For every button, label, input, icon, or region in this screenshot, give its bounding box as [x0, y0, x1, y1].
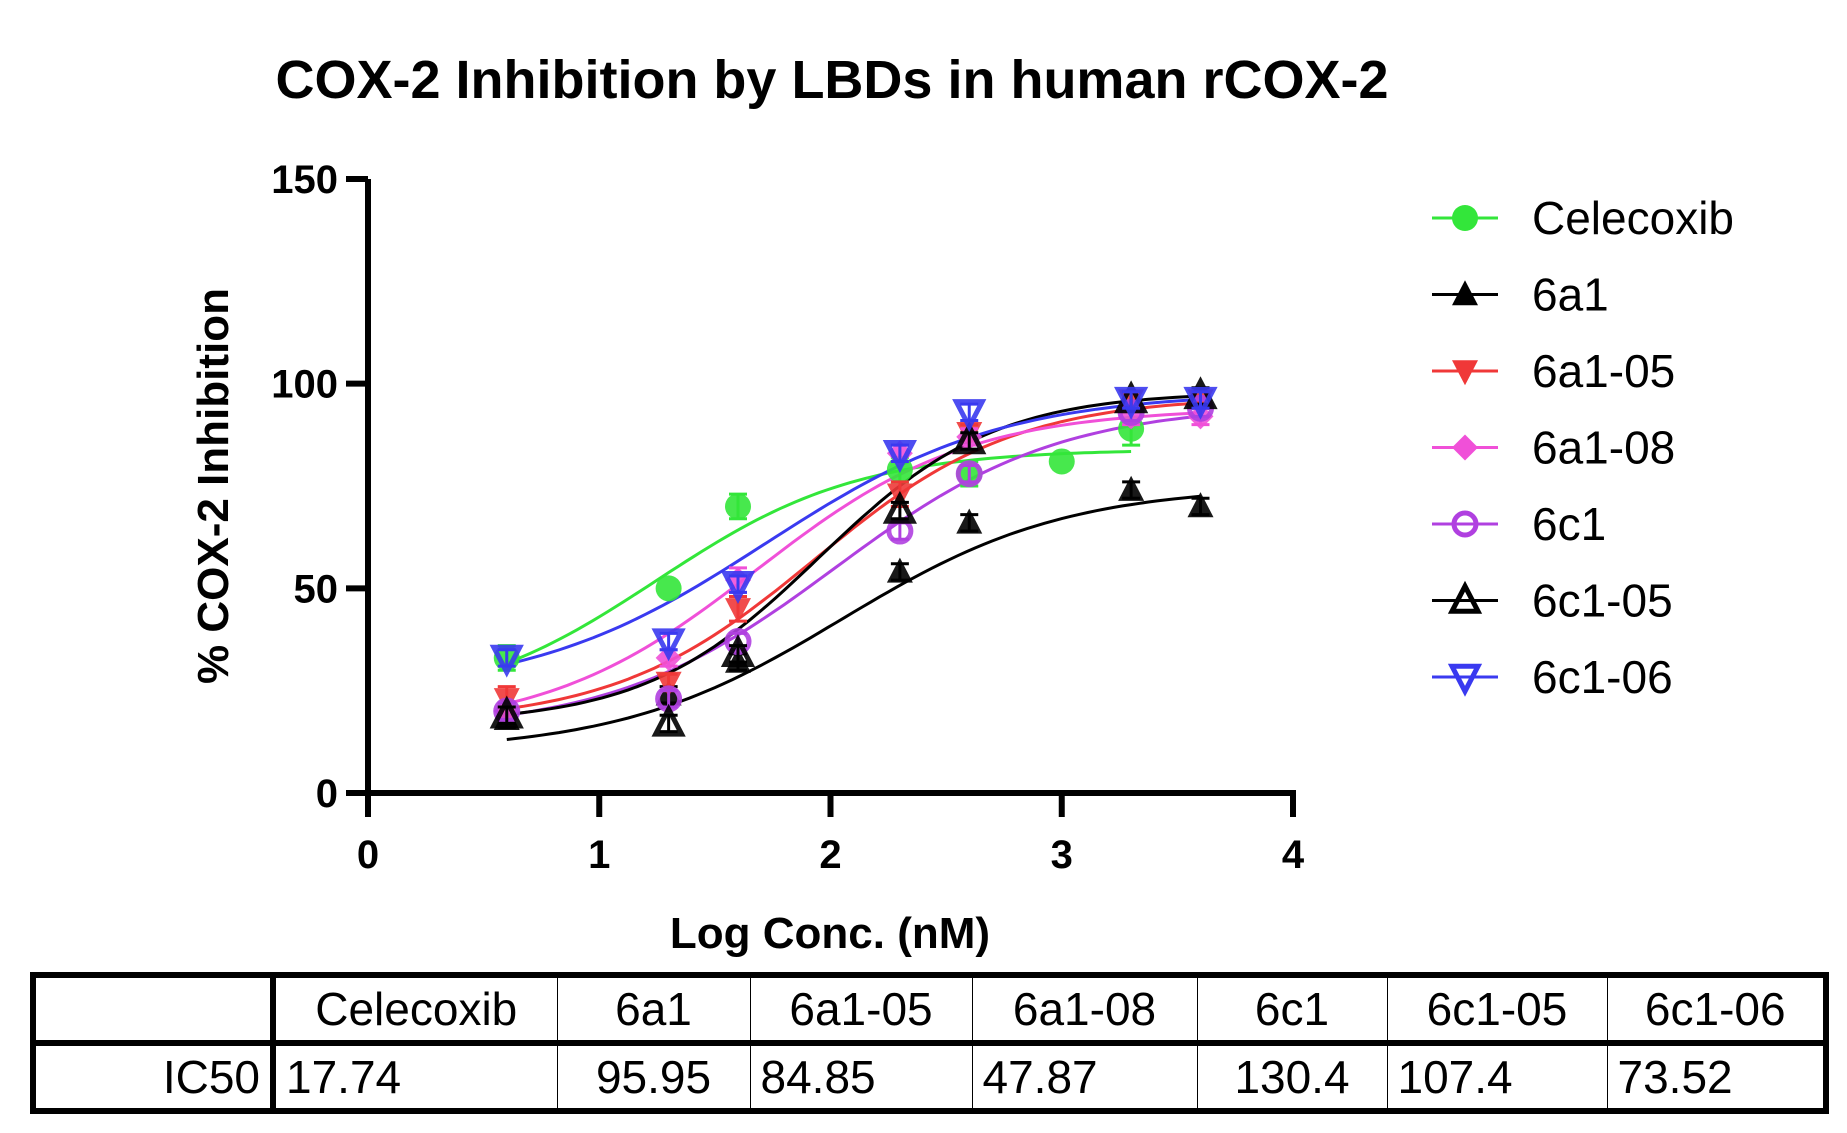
legend-marker-icon	[1451, 510, 1479, 538]
data-point	[489, 644, 524, 678]
table-row: IC50 17.74 95.95 84.85 47.87 130.4 107.4…	[32, 1043, 1826, 1111]
legend-label: 6a1	[1532, 269, 1609, 321]
table-header-row: Celecoxib 6a1 6a1-05 6a1-08 6c1 6c1-05 6…	[32, 975, 1826, 1046]
table-header-cell: Celecoxib	[272, 975, 557, 1046]
data-point	[655, 671, 682, 697]
series-6a1-05	[493, 389, 1214, 714]
data-point	[1114, 386, 1149, 420]
legend-item: 6c1	[1432, 498, 1606, 550]
table-header-cell	[32, 975, 276, 1046]
legend: Celecoxib 6a1 6a1-05 6a1-08 6c1 6c1-05 6c1-06	[1432, 192, 1734, 703]
data-point	[651, 703, 686, 737]
fit-curve-6c1-05	[506, 394, 1201, 716]
table-header-cell: 6c1-06	[1606, 975, 1826, 1046]
table-header-cell: 6c1	[1196, 975, 1387, 1046]
legend-item: Celecoxib	[1432, 192, 1734, 244]
table-header-cell: 6c1-05	[1386, 975, 1607, 1046]
data-point	[725, 598, 751, 624]
legend-item: 6c1-06	[1432, 651, 1673, 703]
data-point	[1118, 475, 1145, 501]
data-point	[1048, 448, 1075, 475]
data-point	[955, 460, 983, 488]
data-point	[655, 575, 682, 602]
data-point	[882, 490, 917, 524]
table-cell: 73.52	[1606, 1043, 1826, 1111]
table-header-cell: 6a1-08	[971, 975, 1197, 1046]
series-6c1-06	[489, 386, 1218, 678]
series-6c1	[493, 394, 1214, 725]
fit-curve-6a1-05	[506, 401, 1201, 711]
fit-curve-6c1-06	[506, 397, 1201, 666]
data-point	[651, 628, 686, 662]
legend-item: 6a1-08	[1432, 422, 1675, 474]
y-tick-label: 100	[271, 363, 338, 407]
data-point	[489, 695, 524, 729]
legend-label: 6c1-06	[1532, 651, 1673, 703]
data-point	[1187, 492, 1214, 518]
legend-marker-icon	[1452, 280, 1478, 306]
fit-curve-6a1	[506, 494, 1201, 741]
legend-item: 6c1-05	[1432, 575, 1673, 627]
legend-marker-icon	[1452, 360, 1478, 386]
data-point	[882, 440, 917, 473]
legend-item: 6a1-05	[1432, 345, 1675, 397]
data-point	[952, 399, 987, 433]
ic50-table: Celecoxib 6a1 6a1-05 6a1-08 6c1 6c1-05 6…	[30, 972, 1829, 1114]
table-cell: 107.4	[1386, 1043, 1607, 1111]
table-cell: 47.87	[971, 1043, 1197, 1111]
fit-curve-6a1-08	[506, 411, 1201, 706]
legend-label: Celecoxib	[1532, 192, 1734, 244]
data-point	[956, 508, 983, 534]
legend-marker-icon	[1447, 663, 1483, 697]
y-tick-label: 150	[271, 158, 338, 202]
x-tick-label: 4	[1282, 833, 1305, 877]
data-point	[952, 421, 987, 455]
x-tick-label: 2	[819, 833, 841, 877]
axes: 0 50 100 150 0 1 2 3 4	[271, 158, 1305, 877]
legend-marker-icon	[1452, 434, 1478, 461]
table-cell: 84.85	[749, 1043, 972, 1111]
data-point	[725, 493, 751, 520]
series-6a1	[493, 475, 1214, 731]
chart-title: COX-2 Inhibition by LBDs in human rCOX-2	[275, 50, 1388, 110]
fit-curves	[506, 394, 1201, 741]
legend-label: 6c1	[1532, 498, 1606, 550]
data-point	[886, 557, 913, 583]
dose-response-chart: COX-2 Inhibition by LBDs in human rCOX-2…	[189, 50, 1734, 958]
table-header-cell: 6a1-05	[749, 975, 972, 1046]
legend-item: 6a1	[1432, 269, 1609, 321]
data-point	[1183, 386, 1218, 420]
series-6c1-05	[489, 376, 1218, 737]
legend-label: 6c1-05	[1532, 575, 1673, 627]
fit-curve-6c1	[506, 414, 1201, 717]
table-cell: 17.74	[272, 1043, 557, 1111]
legend-marker-icon	[1452, 205, 1478, 231]
table-cell: 95.95	[556, 1043, 750, 1111]
table-row-label: IC50	[32, 1043, 276, 1111]
legend-marker-icon	[1447, 580, 1483, 614]
fit-curve-celecoxib	[506, 450, 1132, 665]
y-axis-title: % COX-2 Inhibition	[189, 288, 238, 684]
x-axis-title: Log Conc. (nM)	[670, 909, 990, 958]
table-cell: 130.4	[1196, 1043, 1387, 1111]
x-tick-label: 3	[1051, 833, 1073, 877]
table-header-cell: 6a1	[556, 975, 750, 1046]
data-points	[489, 376, 1218, 737]
legend-label: 6a1-08	[1532, 422, 1675, 474]
x-tick-label: 0	[357, 833, 379, 877]
y-tick-label: 0	[316, 772, 338, 816]
legend-label: 6a1-05	[1532, 345, 1675, 397]
data-point	[720, 634, 756, 668]
x-tick-label: 1	[588, 833, 610, 877]
data-point	[720, 571, 756, 604]
y-tick-label: 50	[294, 567, 339, 611]
